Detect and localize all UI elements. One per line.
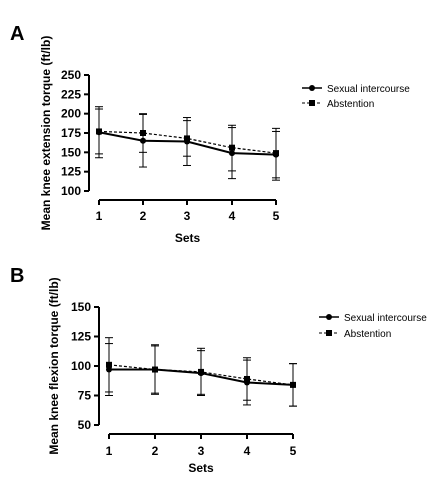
- data-point: [229, 150, 235, 157]
- y-tick-label: 75: [78, 389, 92, 403]
- series-sexual-intercourse: [95, 106, 280, 180]
- data-point: [106, 366, 112, 373]
- y-tick-label: 250: [61, 68, 81, 82]
- data-point: [244, 379, 250, 386]
- chart-panel-B: B 50 75 100 125 150 1 2 3 4 5 Sets Mean knee flexion…: [10, 265, 427, 475]
- data-point: [290, 381, 296, 388]
- panel-label: B: [10, 265, 24, 287]
- y-tick-label: 125: [71, 330, 91, 344]
- x-tick-label: 5: [273, 209, 280, 223]
- y-tick-label: 150: [61, 145, 81, 159]
- x-axis-title: Sets: [175, 231, 201, 245]
- x-tick-label: 5: [290, 444, 297, 458]
- y-tick-label: 100: [71, 359, 91, 373]
- y-axis-title: Mean knee extension torque (ft/lb): [39, 36, 53, 231]
- x-tick-label: 2: [140, 209, 147, 223]
- legend-marker: [326, 314, 332, 320]
- x-tick-label: 1: [106, 444, 113, 458]
- data-point: [152, 366, 158, 373]
- y-tick-label: 225: [61, 87, 81, 101]
- legend-marker: [309, 85, 315, 91]
- legend: Sexual intercourse Abstention: [319, 313, 427, 340]
- legend-marker: [309, 100, 315, 106]
- x-tick-label: 2: [152, 444, 159, 458]
- y-tick-label: 175: [61, 126, 81, 140]
- panel-label: A: [10, 23, 24, 45]
- legend-label: Abstention: [344, 329, 391, 340]
- data-point: [140, 137, 146, 144]
- legend-label: Sexual intercourse: [344, 313, 427, 324]
- y-tick-label: 150: [71, 300, 91, 314]
- y-axis-title: Mean knee flexion torque (ft/lb): [47, 277, 61, 454]
- data-point: [198, 370, 204, 377]
- chart-panel-A: A 100 125 150 175 200 225 250 1 2 3 4 5 Sets Mean knee…: [10, 23, 410, 245]
- y-tick-label: 200: [61, 107, 81, 121]
- y-tick-label: 100: [61, 184, 81, 198]
- x-tick-label: 3: [198, 444, 205, 458]
- data-point: [273, 151, 279, 158]
- data-point: [96, 129, 102, 136]
- legend-label: Abstention: [327, 99, 374, 110]
- x-tick-label: 3: [184, 209, 191, 223]
- x-tick-label: 4: [229, 209, 236, 223]
- data-point: [184, 138, 190, 145]
- x-tick-label: 4: [244, 444, 251, 458]
- legend-marker: [326, 330, 332, 336]
- series-sexual-intercourse: [105, 343, 297, 407]
- x-tick-label: 1: [96, 209, 103, 223]
- y-tick-label: 125: [61, 165, 81, 179]
- y-tick-label: 50: [78, 418, 92, 432]
- legend-label: Sexual intercourse: [327, 84, 410, 95]
- legend: Sexual intercourse Abstention: [302, 84, 410, 110]
- x-axis-title: Sets: [188, 461, 214, 475]
